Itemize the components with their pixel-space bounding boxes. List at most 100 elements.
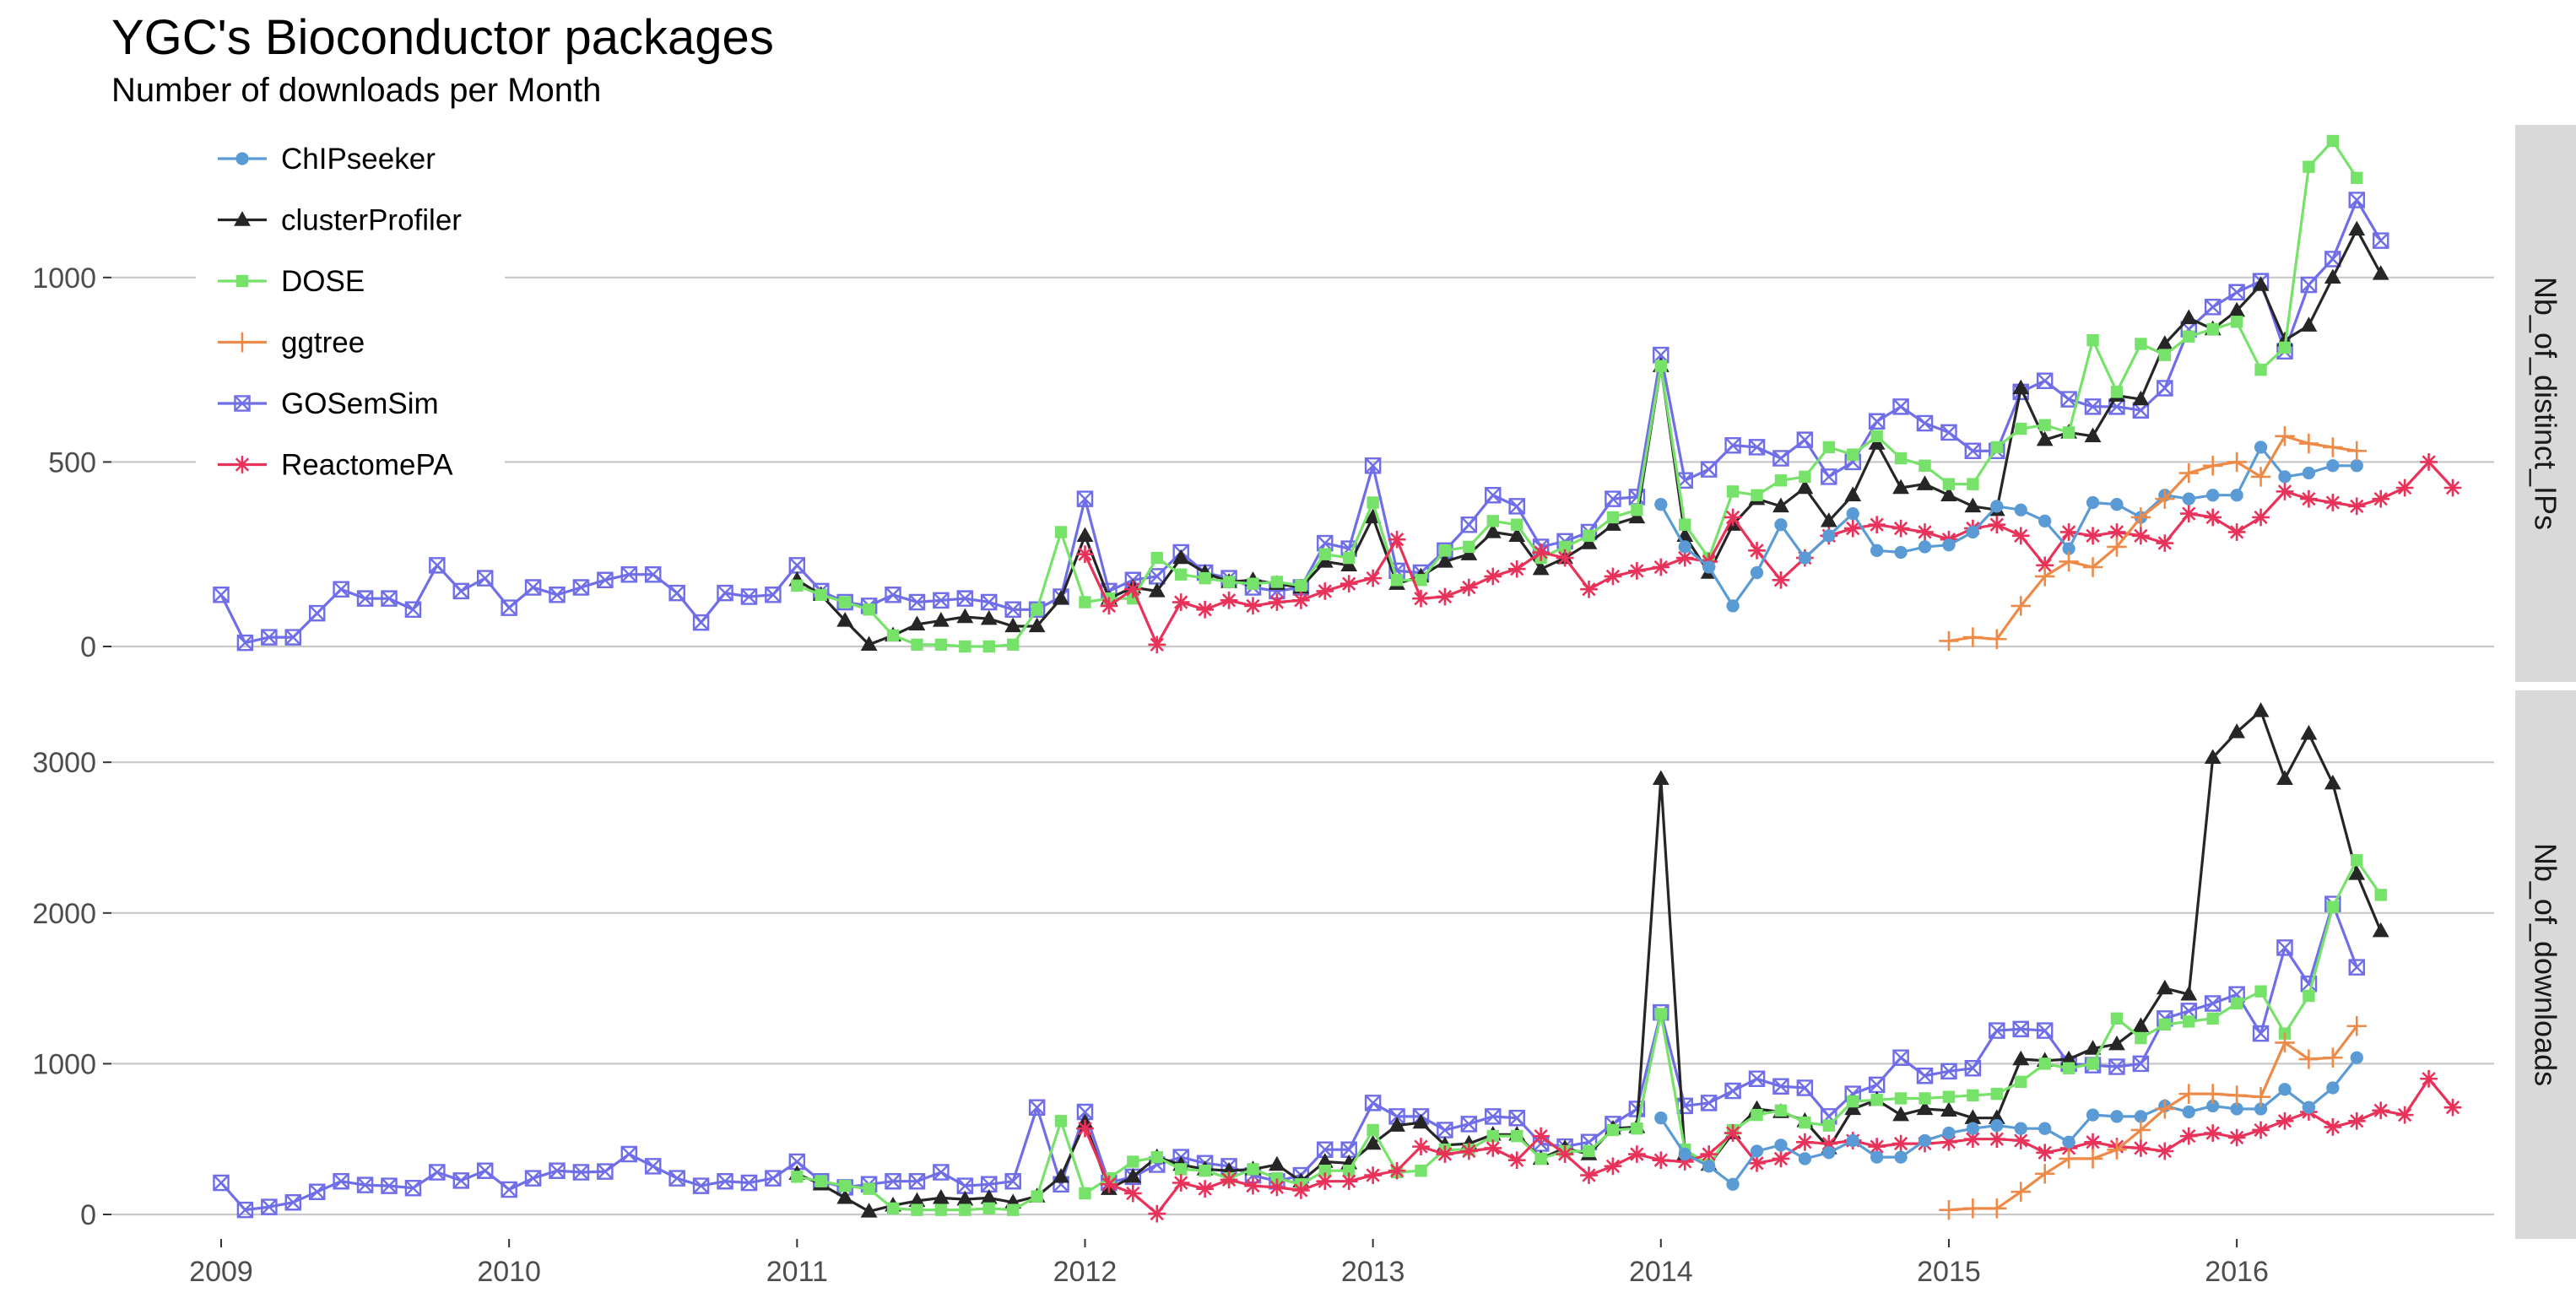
data-point <box>2179 1127 2198 1145</box>
data-point <box>1028 1099 1046 1116</box>
data-point <box>2324 251 2341 268</box>
data-point <box>1962 1198 1983 1219</box>
data-point <box>1748 439 1766 456</box>
data-point <box>1748 541 1766 560</box>
data-point <box>1870 430 1883 442</box>
data-point <box>1364 1134 1382 1150</box>
data-point <box>1343 1165 1356 1177</box>
series-line <box>1659 446 2357 608</box>
data-point <box>2086 495 2100 510</box>
data-point <box>1079 596 1091 608</box>
data-point <box>2278 470 2292 484</box>
series-line <box>219 198 2383 645</box>
data-point <box>381 590 398 607</box>
data-point <box>860 635 878 652</box>
data-point <box>1244 1176 1262 1195</box>
data-point <box>1485 1108 1502 1125</box>
data-point <box>1964 442 1982 460</box>
data-point <box>2420 453 2438 471</box>
data-point <box>1339 575 1358 593</box>
data-point <box>1868 1138 1886 1155</box>
data-point <box>908 1172 926 1190</box>
data-point <box>1628 562 1646 580</box>
data-point <box>1700 1095 1718 1111</box>
data-point <box>1124 1168 1142 1183</box>
data-point <box>1532 544 1550 561</box>
data-point <box>2183 330 2195 343</box>
data-point <box>956 1190 974 1206</box>
data-point <box>1364 569 1382 587</box>
data-point <box>2348 220 2366 236</box>
data-point <box>885 1172 901 1190</box>
data-point <box>1748 1070 1766 1088</box>
data-point <box>2180 309 2198 325</box>
data-point <box>1556 1145 1574 1163</box>
data-point <box>1437 553 1453 568</box>
data-point <box>1822 441 1836 454</box>
data-point <box>2132 1055 2150 1073</box>
data-point <box>1652 558 1670 576</box>
data-point <box>1964 1060 1982 1077</box>
data-point <box>2182 492 2195 506</box>
data-point <box>2086 1057 2099 1070</box>
data-point <box>2015 422 2027 435</box>
data-point <box>1316 582 1334 600</box>
data-point <box>1148 582 1166 598</box>
data-point <box>236 634 254 652</box>
data-point <box>692 1177 710 1194</box>
data-point <box>2086 1108 2100 1122</box>
data-point <box>1148 1204 1166 1223</box>
data-point <box>1175 1163 1188 1176</box>
series-ChIPseeker <box>1654 1051 2363 1191</box>
data-point <box>1846 1133 1859 1148</box>
data-point <box>2130 507 2151 527</box>
data-point <box>860 1203 878 1218</box>
data-point <box>2250 467 2271 487</box>
data-point <box>668 1170 685 1187</box>
data-point <box>2348 192 2366 208</box>
data-point <box>1940 1063 1957 1080</box>
data-point <box>2084 1133 2102 1151</box>
series-line <box>1948 435 2357 642</box>
data-point <box>1675 1153 1694 1171</box>
data-point <box>1076 527 1094 543</box>
data-point <box>788 1153 806 1171</box>
facet-strip-label: Nb_of_downloads <box>2529 843 2563 1086</box>
data-point <box>1150 1150 1163 1164</box>
data-point <box>1460 516 1478 533</box>
data-point <box>1172 1174 1190 1192</box>
data-point <box>2156 979 2173 995</box>
data-point <box>1798 1152 1812 1165</box>
data-point <box>2252 508 2270 527</box>
data-point <box>2084 1040 2102 1055</box>
legend-key-marker <box>234 395 251 412</box>
data-point <box>1798 551 1812 565</box>
data-point <box>1654 1008 1667 1020</box>
data-point <box>1918 1092 1931 1105</box>
data-point <box>2350 1051 2363 1064</box>
data-point <box>1532 560 1550 576</box>
data-point <box>620 565 638 583</box>
data-point <box>213 587 230 603</box>
data-point <box>2254 1102 2268 1116</box>
data-point <box>1989 1022 2005 1039</box>
data-point <box>2324 1118 2342 1136</box>
data-point <box>429 1164 446 1181</box>
data-point <box>2036 1144 2054 1162</box>
data-point <box>956 1177 974 1194</box>
data-point <box>2204 1124 2222 1142</box>
data-point <box>1220 592 1238 609</box>
data-point <box>1894 1092 1908 1105</box>
data-point <box>2062 426 2075 439</box>
data-point <box>1942 538 1956 552</box>
data-point <box>1870 544 1884 557</box>
data-point <box>1486 1129 1499 1143</box>
data-point <box>2372 232 2389 249</box>
data-point <box>2010 1182 2031 1202</box>
data-point <box>1772 450 1789 467</box>
data-point <box>644 1158 662 1175</box>
data-point <box>1004 617 1022 633</box>
data-point <box>2082 557 2103 577</box>
data-point <box>2086 333 2099 347</box>
data-point <box>1916 414 1934 432</box>
